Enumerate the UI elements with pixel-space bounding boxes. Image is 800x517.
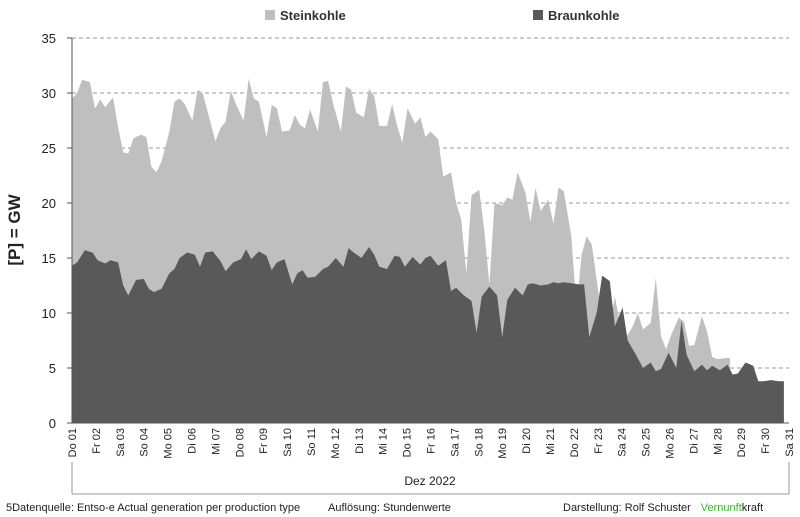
y-tick-20: 20 bbox=[42, 196, 56, 211]
x-tick-8: Do 08 bbox=[234, 428, 246, 457]
footer-source: 5Datenquelle: Entso-e Actual generation … bbox=[6, 502, 300, 514]
x-tick-28: Mi 28 bbox=[712, 428, 724, 455]
x-tick-5: Mo 05 bbox=[163, 428, 175, 459]
x-tick-11: So 11 bbox=[306, 428, 318, 456]
x-tick-2: Fr 02 bbox=[91, 428, 103, 454]
footer-resolution: Auflösung: Stundenwerte bbox=[328, 502, 451, 514]
x-tick-30: Fr 30 bbox=[760, 428, 772, 454]
x-tick-1: Do 01 bbox=[67, 428, 79, 457]
x-tick-13: Di 13 bbox=[354, 428, 366, 454]
area-braunkohle bbox=[72, 247, 784, 423]
x-tick-14: Mi 14 bbox=[378, 428, 390, 455]
legend-swatch-steinkohle bbox=[265, 10, 275, 20]
x-tick-10: Sa 10 bbox=[282, 428, 294, 457]
x-tick-6: Di 06 bbox=[187, 428, 199, 454]
footer: 5Datenquelle: Entso-e Actual generation … bbox=[6, 502, 763, 514]
x-tick-26: Mo 26 bbox=[665, 428, 677, 459]
y-tick-5: 5 bbox=[49, 361, 56, 376]
y-axis-label: [P] = GW bbox=[5, 193, 24, 265]
footer-brand-rest: kraft bbox=[742, 502, 763, 514]
x-tick-25: So 25 bbox=[641, 428, 653, 457]
x-tick-22: Do 22 bbox=[569, 428, 581, 457]
x-tick-31: Sa 31 bbox=[784, 428, 796, 457]
footer-brand-green: Vernunft bbox=[701, 502, 742, 514]
x-tick-29: Do 29 bbox=[736, 428, 748, 457]
x-tick-12: Mo 12 bbox=[330, 428, 342, 459]
x-tick-16: Fr 16 bbox=[426, 428, 438, 454]
legend: Steinkohle Braunkohle bbox=[265, 8, 620, 23]
month-label: Dez 2022 bbox=[404, 474, 456, 488]
x-tick-24: Sa 24 bbox=[617, 428, 629, 457]
x-tick-20: Di 20 bbox=[521, 428, 533, 454]
y-tick-25: 25 bbox=[42, 141, 56, 156]
footer-author-prefix: Darstellung: Rolf Schuster bbox=[563, 502, 691, 514]
plot-areas bbox=[72, 78, 784, 423]
axes bbox=[67, 37, 789, 424]
x-tick-9: Fr 09 bbox=[258, 428, 270, 454]
legend-swatch-braunkohle bbox=[533, 10, 543, 20]
x-tick-labels: Do 01 Fr 02 Sa 03 So 04 Mo 05 Di 06 Mi 07 Do 08… bbox=[67, 428, 796, 459]
x-tick-23: Fr 23 bbox=[593, 428, 605, 454]
x-tick-7: Mi 07 bbox=[210, 428, 222, 455]
y-tick-labels: 0 5 10 15 20 25 30 35 bbox=[42, 31, 56, 431]
x-tick-21: Mi 21 bbox=[545, 428, 557, 455]
y-tick-10: 10 bbox=[42, 306, 56, 321]
month-label-box: Dez 2022 bbox=[71, 462, 790, 495]
y-tick-30: 30 bbox=[42, 86, 56, 101]
legend-label-steinkohle: Steinkohle bbox=[280, 8, 346, 23]
x-tick-19: Mo 19 bbox=[497, 428, 509, 459]
y-tick-15: 15 bbox=[42, 251, 56, 266]
x-tick-18: So 18 bbox=[473, 428, 485, 457]
y-tick-0: 0 bbox=[49, 416, 56, 431]
x-tick-17: Sa 17 bbox=[449, 428, 461, 457]
legend-label-braunkohle: Braunkohle bbox=[548, 8, 620, 23]
footer-author: Darstellung: Rolf Schuster Vernunftkraft bbox=[563, 502, 763, 514]
x-tick-15: Do 15 bbox=[402, 428, 414, 457]
x-tick-27: Di 27 bbox=[688, 428, 700, 454]
y-tick-35: 35 bbox=[42, 31, 56, 46]
x-tick-3: Sa 03 bbox=[115, 428, 127, 457]
x-tick-4: So 04 bbox=[139, 428, 151, 457]
